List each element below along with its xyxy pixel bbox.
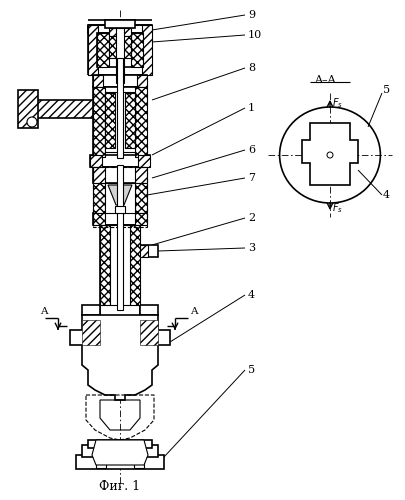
Bar xyxy=(109,28,131,36)
Circle shape xyxy=(326,152,332,158)
Bar xyxy=(140,245,148,257)
Bar xyxy=(110,225,130,305)
Bar xyxy=(88,25,151,33)
Bar xyxy=(93,167,105,183)
Bar xyxy=(97,33,109,67)
Bar xyxy=(136,75,147,87)
Circle shape xyxy=(27,117,37,127)
Bar xyxy=(82,445,158,457)
Text: Фиг. 1: Фиг. 1 xyxy=(99,480,140,493)
Bar xyxy=(93,87,147,157)
Bar xyxy=(140,245,158,257)
Text: A: A xyxy=(40,307,47,316)
Text: 2: 2 xyxy=(247,213,254,223)
Text: $F_s$: $F_s$ xyxy=(331,201,342,215)
Bar xyxy=(97,33,143,67)
Bar xyxy=(117,58,123,158)
Bar xyxy=(130,225,140,305)
Bar xyxy=(100,225,140,305)
Bar xyxy=(135,213,147,225)
Bar xyxy=(82,320,100,345)
Text: 4: 4 xyxy=(247,290,254,300)
Polygon shape xyxy=(70,315,170,400)
Bar xyxy=(105,93,115,148)
Text: $F_s$: $F_s$ xyxy=(331,96,342,110)
Polygon shape xyxy=(108,185,132,205)
Bar xyxy=(100,305,140,317)
Bar xyxy=(90,155,102,167)
Bar xyxy=(135,183,147,213)
Bar xyxy=(93,87,105,157)
Text: 3: 3 xyxy=(247,243,254,253)
Bar xyxy=(115,206,125,213)
Text: 5: 5 xyxy=(247,365,254,375)
Bar xyxy=(105,20,135,28)
Bar xyxy=(28,100,93,118)
Text: 9: 9 xyxy=(247,10,254,20)
Bar xyxy=(116,28,124,83)
Polygon shape xyxy=(301,123,357,185)
Text: 1: 1 xyxy=(247,103,254,113)
Bar xyxy=(18,90,38,128)
Bar xyxy=(88,440,151,448)
Bar xyxy=(93,213,105,225)
Text: 6: 6 xyxy=(247,145,254,155)
Text: A: A xyxy=(190,307,197,316)
Bar xyxy=(131,33,143,67)
Text: 8: 8 xyxy=(247,63,254,73)
Bar xyxy=(93,183,105,213)
Text: 7: 7 xyxy=(247,173,254,183)
Bar xyxy=(93,75,147,87)
Bar xyxy=(93,75,103,87)
Polygon shape xyxy=(92,440,148,465)
Bar xyxy=(134,460,144,468)
Text: 4: 4 xyxy=(382,190,389,200)
Ellipse shape xyxy=(279,107,379,203)
Bar xyxy=(140,320,158,345)
Bar xyxy=(105,92,135,152)
Bar xyxy=(93,167,147,183)
Bar xyxy=(105,183,135,213)
Bar xyxy=(142,25,151,75)
Bar xyxy=(117,165,123,310)
Text: 5: 5 xyxy=(382,85,389,95)
Bar xyxy=(88,25,98,75)
Bar xyxy=(138,155,149,167)
Bar xyxy=(76,455,164,469)
Bar xyxy=(93,167,147,227)
Bar xyxy=(140,305,158,315)
Bar xyxy=(90,155,149,167)
Bar xyxy=(96,460,106,468)
Bar xyxy=(125,93,135,148)
Bar xyxy=(93,213,147,225)
Bar xyxy=(109,36,131,58)
Bar xyxy=(135,167,147,183)
Text: 10: 10 xyxy=(247,30,262,40)
Text: A–A: A–A xyxy=(313,75,335,85)
Bar xyxy=(135,87,147,157)
Bar xyxy=(100,225,110,305)
Bar xyxy=(82,305,100,315)
